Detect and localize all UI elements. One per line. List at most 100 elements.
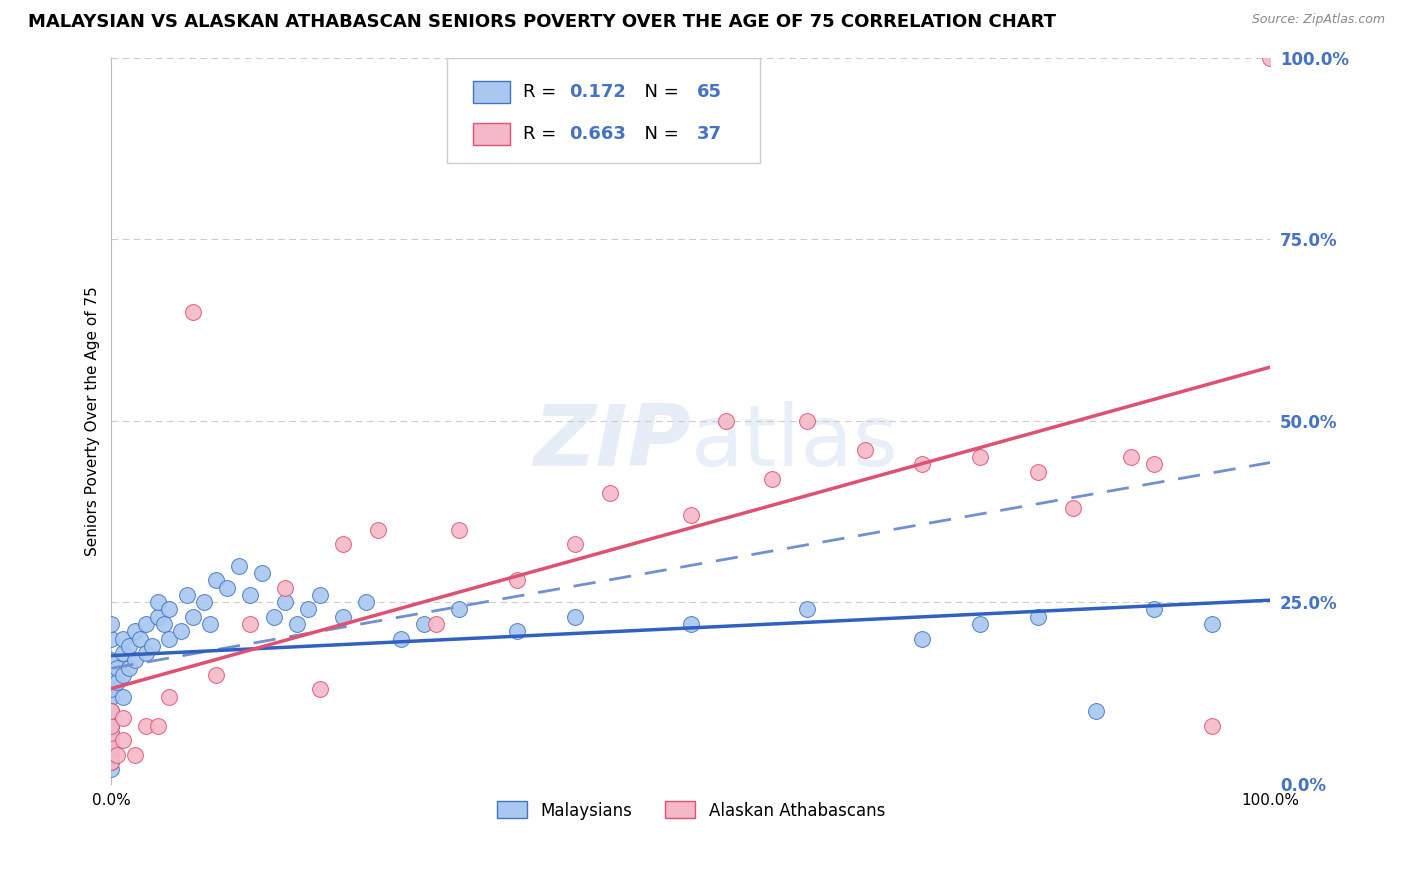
Point [297,602,319,616]
Point [564,609,586,624]
Point [135,719,157,733]
Point [1119,450,1142,464]
Point [1028,609,1050,624]
Point [274,581,297,595]
Point [100,653,122,667]
Point [100,719,122,733]
Point [111,690,134,704]
Point [100,668,122,682]
FancyBboxPatch shape [472,81,510,103]
Point [447,602,470,616]
Point [100,704,122,718]
Text: R =: R = [523,125,562,143]
Point [204,668,226,682]
Point [1062,500,1084,515]
Text: N =: N = [633,83,685,101]
Point [274,595,297,609]
Point [204,574,226,588]
Point [1143,602,1166,616]
Point [969,450,991,464]
Point [1201,719,1223,733]
Point [111,733,134,747]
Point [100,762,122,776]
Point [425,617,447,632]
Point [911,457,934,471]
Text: 0.172: 0.172 [569,83,626,101]
Point [129,632,152,646]
Point [157,602,180,616]
Point [146,609,169,624]
Point [100,632,122,646]
Point [100,740,122,755]
Point [135,646,157,660]
Point [111,668,134,682]
Text: R =: R = [523,83,562,101]
Point [1143,457,1166,471]
Point [853,442,876,457]
Point [124,747,146,762]
Point [332,609,354,624]
Point [599,486,621,500]
Point [250,566,273,581]
Point [198,617,221,632]
Point [309,588,332,602]
Point [239,617,262,632]
Text: atlas: atlas [690,401,898,484]
Point [796,414,818,428]
Y-axis label: Seniors Poverty Over the Age of 75: Seniors Poverty Over the Age of 75 [86,285,100,556]
Point [506,574,529,588]
Point [367,523,389,537]
Point [1201,617,1223,632]
Point [564,537,586,551]
Point [100,704,122,718]
Point [263,609,285,624]
Text: Source: ZipAtlas.com: Source: ZipAtlas.com [1251,13,1385,27]
Point [217,581,239,595]
Point [332,537,354,551]
Point [389,632,412,646]
Point [506,624,529,639]
Point [796,602,818,616]
Point [100,719,122,733]
Point [714,414,737,428]
Point [100,704,122,718]
Point [100,755,122,769]
Point [100,740,122,755]
Point [100,719,122,733]
Point [100,726,122,740]
Text: ZIP: ZIP [533,401,690,484]
Point [309,682,332,697]
Point [111,632,134,646]
Point [105,660,128,674]
Text: N =: N = [633,125,685,143]
Point [969,617,991,632]
Point [100,747,122,762]
Point [356,595,378,609]
Point [1085,704,1108,718]
Point [1028,465,1050,479]
Point [176,588,198,602]
Point [285,617,308,632]
Point [181,609,204,624]
Point [679,617,702,632]
Point [157,632,180,646]
Point [124,624,146,639]
Point [100,617,122,632]
Point [111,711,134,725]
Point [124,653,146,667]
Text: 65: 65 [696,83,721,101]
Point [170,624,193,639]
Point [239,588,262,602]
Point [193,595,215,609]
Point [100,755,122,769]
Point [679,508,702,522]
Text: 37: 37 [696,125,721,143]
Point [105,675,128,690]
Point [105,747,128,762]
Point [100,733,122,747]
Text: 0.663: 0.663 [569,125,626,143]
FancyBboxPatch shape [447,58,761,163]
Point [1258,51,1281,65]
Point [100,682,122,697]
Point [118,660,141,674]
